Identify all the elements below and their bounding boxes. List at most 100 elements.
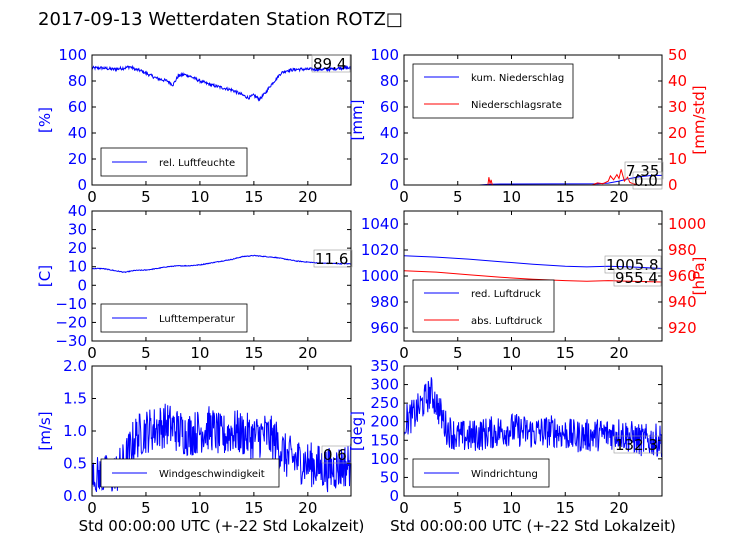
y-axis-label: [C] (36, 265, 54, 287)
y-tick-label: 2.0 (63, 357, 87, 375)
y-tick-label: 60 (380, 98, 399, 116)
value-readout-box (313, 249, 353, 268)
plot-frame (91, 54, 352, 186)
value-readout-box (632, 171, 663, 190)
x-tick-label: 15 (244, 499, 263, 517)
series-line-windspeed-0 (92, 403, 351, 493)
series-line-humidity-0 (92, 64, 351, 102)
legend-label: rel. Luftfeuchte (159, 158, 235, 169)
y-tick-label: 40 (380, 124, 399, 142)
y-tick-label: 0.5 (63, 455, 87, 473)
x-tick-label: 15 (556, 188, 575, 206)
y2-tick-label: 20 (668, 124, 687, 142)
x-tick-label: 20 (298, 499, 317, 517)
legend-box (412, 63, 574, 119)
value-readout: 7.35 (626, 162, 659, 180)
y-tick-label: 80 (380, 72, 399, 90)
x-tick-label: 5 (453, 499, 463, 517)
x-tick-label: 20 (298, 188, 317, 206)
x-tick-label: 10 (502, 344, 521, 362)
y-tick-label: −30 (55, 332, 87, 350)
y2-tick-label: 920 (668, 319, 697, 337)
x-tick-label: 20 (609, 499, 628, 517)
x-tick-label: 5 (453, 344, 463, 362)
y-tick-label: 0 (389, 487, 399, 505)
y-tick-label: 0 (77, 276, 87, 294)
value-readout-box (321, 445, 352, 464)
y2-tick-label: 0 (668, 176, 678, 194)
panel-pressure: 0 5 10 15 20 960 980 1000 1020 1040 920 940 960 980 10… (361, 210, 708, 362)
y-tick-label: 20 (68, 150, 87, 168)
y-tick-label: 350 (370, 357, 399, 375)
y2-axis-label: [hPa] (690, 257, 708, 296)
y-axis-label: [deg] (348, 411, 366, 451)
y-tick-label: 960 (370, 319, 399, 337)
x-tick-label: 0 (399, 499, 409, 517)
y-tick-label: 1000 (361, 267, 399, 285)
y2-axis-label: [mm/std] (690, 85, 708, 154)
value-readout-box (613, 435, 662, 454)
y-tick-label: 200 (370, 413, 399, 431)
x-tick-label: 20 (609, 344, 628, 362)
y2-tick-label: 30 (668, 98, 687, 116)
y-tick-label: 10 (68, 258, 87, 276)
x-tick-label: 15 (556, 344, 575, 362)
y-tick-label: 0.0 (63, 487, 87, 505)
y2-tick-label: 1000 (668, 215, 706, 233)
y-tick-label: 300 (370, 376, 399, 394)
value-readout-box (624, 161, 664, 180)
y2-tick-label: 940 (668, 293, 697, 311)
y-tick-label: 40 (68, 124, 87, 142)
x-tick-label: 20 (609, 188, 628, 206)
y-tick-label: 20 (380, 150, 399, 168)
y-tick-label: 980 (370, 293, 399, 311)
x-tick-label: 10 (190, 188, 209, 206)
plot-frame (91, 210, 352, 342)
y-tick-label: 60 (68, 98, 87, 116)
series-line-winddir-0 (404, 377, 662, 458)
y-tick-label: 50 (380, 468, 399, 486)
value-readout-box (311, 54, 351, 73)
x-tick-label: 0 (399, 188, 409, 206)
x-tick-label: 20 (298, 344, 317, 362)
x-tick-label: 0 (87, 499, 97, 517)
panel-windspeed: 0 5 10 15 20 0.0 0.5 1.0 1.5 2.0 [m/s] Std 00:00:00… (36, 357, 364, 535)
series-line-pressure-0 (404, 255, 662, 269)
x-tick-label: 10 (502, 499, 521, 517)
y2-tick-label: 10 (668, 150, 687, 168)
y-tick-label: 40 (68, 202, 87, 220)
y-tick-label: 20 (68, 239, 87, 257)
legend-label: red. Luftdruck (471, 289, 541, 300)
y2-tick-label: 50 (668, 46, 687, 64)
figure-title: 2017-09-13 Wetterdaten Station ROTZ□ (38, 9, 403, 30)
y-tick-label: 150 (370, 431, 399, 449)
panel-humidity: 0 5 10 15 20 0 20 40 60 80 100 [%] rel. Luftfeuchte 8… (36, 46, 352, 206)
value-readout: 89.4 (313, 55, 346, 73)
y-tick-label: 80 (68, 72, 87, 90)
legend-label: Windgeschwindigkeit (159, 469, 265, 480)
y-axis-label: [m/s] (36, 411, 54, 450)
value-readout-box (613, 268, 662, 287)
value-readout: 0.0 (634, 172, 658, 190)
y-tick-label: 30 (68, 221, 87, 239)
y-tick-label: 1.0 (63, 422, 87, 440)
y-tick-label: 250 (370, 394, 399, 412)
legend-label: Lufttemperatur (159, 314, 236, 325)
legend-label: Niederschlagsrate (471, 100, 562, 111)
y-tick-label: −20 (55, 313, 87, 331)
x-tick-label: 5 (141, 344, 151, 362)
legend-label: Windrichtung (471, 469, 538, 480)
series-line-temperature-0 (92, 254, 351, 274)
panel-precip: 0 5 10 15 20 0 20 40 60 80 100 0 10 20 30 40 50 [mm] [mm/s… (348, 46, 708, 206)
y-tick-label: 100 (370, 46, 399, 64)
legend-box (412, 279, 555, 333)
x-axis-label: Std 00:00:00 UTC (+-22 Std Lokalzeit) (79, 517, 365, 535)
y-tick-label: 100 (370, 450, 399, 468)
x-axis-label: Std 00:00:00 UTC (+-22 Std Lokalzeit) (390, 517, 676, 535)
value-readout: 955.4 (615, 269, 658, 287)
y-tick-label: −10 (55, 295, 87, 313)
x-tick-label: 10 (190, 344, 209, 362)
y-tick-label: 0 (77, 176, 87, 194)
